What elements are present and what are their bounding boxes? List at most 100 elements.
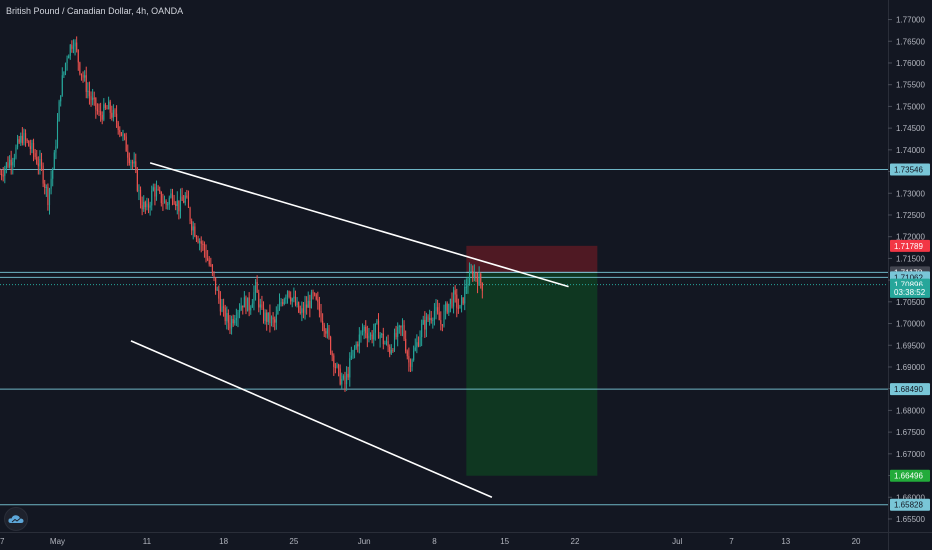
candle-body xyxy=(149,205,151,208)
price-tick-label: 1.70500 xyxy=(896,298,925,307)
candle xyxy=(147,198,150,214)
candle xyxy=(132,159,134,170)
candle xyxy=(194,223,196,238)
price-label-text: 1.68490 xyxy=(894,385,923,394)
candle-body xyxy=(124,134,126,137)
candle xyxy=(181,187,183,202)
candle xyxy=(454,285,456,303)
candle xyxy=(333,353,335,376)
candle xyxy=(374,323,376,341)
candle xyxy=(203,241,205,258)
candle-body xyxy=(470,270,472,272)
candle xyxy=(184,192,186,206)
candle xyxy=(373,323,375,347)
candle xyxy=(20,132,22,146)
candle xyxy=(175,201,177,211)
candle-body xyxy=(168,197,170,205)
candle xyxy=(438,302,440,321)
candle xyxy=(55,139,57,160)
candle xyxy=(122,129,124,142)
candle-body xyxy=(262,307,265,321)
candle-body xyxy=(69,44,71,57)
candle-body xyxy=(401,325,404,328)
candle xyxy=(191,218,193,236)
candle-body xyxy=(462,297,464,304)
candle xyxy=(178,200,180,220)
candle xyxy=(146,197,148,211)
position-zones[interactable] xyxy=(466,245,598,476)
candle-body xyxy=(325,331,327,334)
candle xyxy=(262,301,265,324)
candle-body xyxy=(175,204,177,207)
price-label-bg xyxy=(890,498,930,511)
candle-body xyxy=(424,319,426,330)
candle-body xyxy=(125,136,127,152)
candle xyxy=(149,201,151,216)
candle-body xyxy=(275,314,277,323)
candle-body xyxy=(154,187,156,197)
price-tick-label: 1.75500 xyxy=(896,81,925,90)
candle xyxy=(9,155,11,169)
candle xyxy=(85,66,87,99)
candle xyxy=(171,188,174,206)
candle-body xyxy=(419,336,421,346)
candle xyxy=(392,348,394,353)
candle xyxy=(92,88,94,106)
candle xyxy=(21,127,23,146)
candle-body xyxy=(120,132,122,136)
candle-body xyxy=(92,97,94,101)
candle xyxy=(350,346,352,361)
candle-body xyxy=(480,273,482,283)
candle-body xyxy=(205,250,207,259)
trendlines[interactable] xyxy=(130,162,569,498)
candle-body xyxy=(382,333,384,345)
candle-body xyxy=(162,203,164,205)
candle xyxy=(301,301,303,322)
candle-body xyxy=(371,334,373,340)
horizontal-levels[interactable] xyxy=(0,169,888,506)
candle-body xyxy=(307,300,309,308)
candle xyxy=(106,105,108,110)
candle xyxy=(304,295,306,320)
candle-body xyxy=(133,161,135,164)
price-label-bg xyxy=(890,239,930,252)
time-axis[interactable]: 27 May 11 18 25 Jun 8 15 22 Jul 7 13 20 xyxy=(0,537,861,546)
candle-body xyxy=(160,191,162,204)
candle xyxy=(39,150,41,175)
candle xyxy=(40,152,43,171)
candle xyxy=(229,315,231,335)
price-label-text: 03:38:52 xyxy=(894,288,926,297)
candle-body xyxy=(74,42,76,47)
candle xyxy=(325,328,327,338)
candle xyxy=(26,138,28,144)
candle-body xyxy=(256,281,258,293)
candle xyxy=(141,196,143,216)
candle-body xyxy=(385,341,388,344)
candle xyxy=(401,318,404,337)
candle xyxy=(443,304,445,328)
candle xyxy=(358,327,360,354)
candle-body xyxy=(235,318,237,320)
cloud-icon[interactable] xyxy=(4,507,28,531)
candle-body xyxy=(349,358,351,378)
candle xyxy=(261,295,263,310)
candle xyxy=(384,340,386,345)
candle-body xyxy=(239,310,241,313)
candle-body xyxy=(476,277,479,286)
candle xyxy=(77,49,79,71)
candle xyxy=(170,188,172,199)
candle-body xyxy=(98,110,100,112)
candle-body xyxy=(71,44,73,49)
candle xyxy=(37,156,39,175)
candle xyxy=(347,366,349,381)
candle xyxy=(425,312,427,338)
candle-body xyxy=(459,305,461,309)
candle xyxy=(231,315,233,335)
candle-body xyxy=(306,304,308,308)
candle-body xyxy=(285,297,287,300)
candle-body xyxy=(302,308,305,313)
candle xyxy=(68,54,70,59)
candle-body xyxy=(135,161,137,170)
candle-body xyxy=(66,58,68,64)
